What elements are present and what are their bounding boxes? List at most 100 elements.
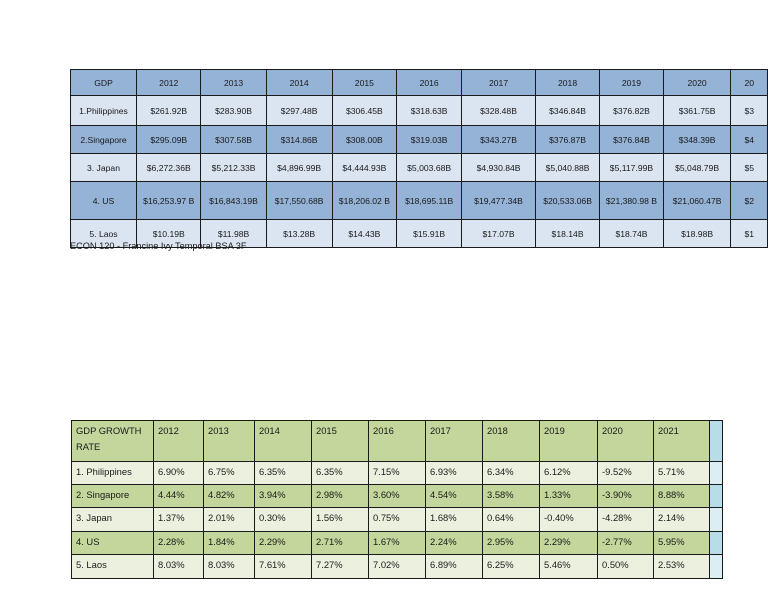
growth-rate-table: GDP GROWTH RATE 2012 2013 2014 2015 2016 2017 2…: [71, 420, 723, 579]
growth-country-cell: 2. Singapore: [71, 484, 154, 508]
growth-value-cell: 8.03%: [203, 554, 255, 579]
growth-value-cell: 5.46%: [539, 554, 598, 579]
growth-value-cell: 2.28%: [153, 531, 204, 555]
growth-header-cell: 2019: [539, 420, 598, 462]
gdp-value-cell: $1: [730, 219, 768, 248]
gdp-value-cell: $15.91B: [396, 219, 463, 248]
growth-value-cell: [709, 461, 723, 485]
growth-value-cell: -0.40%: [539, 507, 598, 532]
growth-value-cell: 0.75%: [368, 507, 426, 532]
growth-value-cell: 6.75%: [203, 461, 255, 485]
growth-value-cell: 6.12%: [539, 461, 598, 485]
growth-value-cell: 4.44%: [153, 484, 204, 508]
growth-header-cell: GDP GROWTH RATE: [71, 420, 154, 462]
growth-header-cell: 2020: [597, 420, 654, 462]
gdp-value-cell: $376.82B: [599, 95, 664, 126]
growth-value-cell: 2.53%: [653, 554, 710, 579]
gdp-value-cell: $18.14B: [534, 219, 601, 248]
gdp-row: 1.Philippines $261.92B $283.90B $297.48B $30…: [70, 95, 768, 126]
gdp-value-cell: $18.98B: [662, 219, 732, 248]
growth-value-cell: 1.37%: [153, 507, 204, 532]
growth-value-cell: 3.58%: [482, 484, 540, 508]
gdp-value-cell: $6,272.36B: [135, 153, 202, 182]
gdp-value-cell: $18.74B: [599, 219, 664, 248]
growth-header-cell: 2018: [482, 420, 540, 462]
growth-value-cell: 5.71%: [653, 461, 710, 485]
gdp-country-cell: 5. Laos: [70, 219, 137, 248]
growth-header-cell: 2014: [254, 420, 312, 462]
gdp-value-cell: $306.45B: [331, 95, 398, 126]
gdp-value-cell: $361.75B: [662, 95, 732, 126]
growth-value-cell: 1.56%: [311, 507, 369, 532]
growth-row: 1. Philippines 6.90% 6.75% 6.35% 6.35% 7.15% 6…: [71, 461, 723, 485]
growth-value-cell: 6.90%: [153, 461, 204, 485]
gdp-header-cell: 2015: [331, 69, 398, 96]
gdp-value-cell: $21,060.47B: [662, 181, 732, 220]
growth-value-cell: [709, 554, 723, 579]
growth-value-cell: 6.89%: [425, 554, 483, 579]
gdp-value-cell: $18,695.11B: [396, 181, 463, 220]
growth-value-cell: 2.95%: [482, 531, 540, 555]
gdp-value-cell: $346.84B: [534, 95, 601, 126]
growth-value-cell: 3.60%: [368, 484, 426, 508]
gdp-country-cell: 4. US: [70, 181, 137, 220]
growth-value-cell: 0.64%: [482, 507, 540, 532]
growth-value-cell: 2.29%: [254, 531, 312, 555]
growth-value-cell: 7.02%: [368, 554, 426, 579]
gdp-value-cell: $376.84B: [599, 125, 664, 154]
gdp-value-cell: $314.86B: [265, 125, 333, 154]
growth-value-cell: 2.29%: [539, 531, 598, 555]
gdp-value-cell: $307.58B: [200, 125, 267, 154]
growth-country-cell: 5. Laos: [71, 554, 154, 579]
gdp-header-cell: 2019: [599, 69, 664, 96]
growth-value-cell: 3.94%: [254, 484, 312, 508]
gdp-header-cell: 2013: [200, 69, 267, 96]
growth-value-cell: 6.93%: [425, 461, 483, 485]
gdp-value-cell: $4,930.84B: [461, 153, 536, 182]
growth-value-cell: 4.82%: [203, 484, 255, 508]
growth-value-cell: 2.24%: [425, 531, 483, 555]
growth-country-cell: 3. Japan: [71, 507, 154, 532]
growth-value-cell: 2.71%: [311, 531, 369, 555]
growth-value-cell: -2.77%: [597, 531, 654, 555]
gdp-value-cell: $2: [730, 181, 768, 220]
growth-value-cell: 8.03%: [153, 554, 204, 579]
growth-value-cell: 1.33%: [539, 484, 598, 508]
growth-value-cell: 6.35%: [311, 461, 369, 485]
growth-header-cell: 2012: [153, 420, 204, 462]
gdp-value-cell: $5,117.99B: [599, 153, 664, 182]
growth-value-cell: [709, 507, 723, 532]
growth-header-cell: 2016: [368, 420, 426, 462]
gdp-row: 4. US $16,253.97 B $16,843.19B $17,550.68B $…: [70, 181, 768, 220]
growth-header-row: GDP GROWTH RATE 2012 2013 2014 2015 2016 2017 2…: [71, 420, 723, 462]
growth-value-cell: 2.14%: [653, 507, 710, 532]
growth-value-cell: 5.95%: [653, 531, 710, 555]
growth-value-cell: 1.84%: [203, 531, 255, 555]
gdp-value-cell: $5,048.79B: [662, 153, 732, 182]
gdp-header-cell: GDP: [70, 69, 137, 96]
gdp-value-cell: $319.03B: [396, 125, 463, 154]
growth-header-cell: 2013: [203, 420, 255, 462]
gdp-header-cell: 2020: [662, 69, 732, 96]
gdp-country-cell: 3. Japan: [70, 153, 137, 182]
gdp-value-cell: $16,253.97 B: [135, 181, 202, 220]
growth-header-cell: 2015: [311, 420, 369, 462]
gdp-header-cell: 2012: [135, 69, 202, 96]
gdp-value-cell: $308.00B: [331, 125, 398, 154]
growth-value-cell: 0.30%: [254, 507, 312, 532]
gdp-value-cell: $20,533.06B: [534, 181, 601, 220]
gdp-value-cell: $4,444.93B: [331, 153, 398, 182]
gdp-row: 3. Japan $6,272.36B $5,212.33B $4,896.99B $4…: [70, 153, 768, 182]
gdp-row: 5. Laos $10.19B $11.98B $13.28B $14.43B $15.9…: [70, 219, 768, 248]
growth-value-cell: 8.88%: [653, 484, 710, 508]
gdp-value-cell: $21,380.98 B: [599, 181, 664, 220]
growth-header-cell: [709, 420, 723, 462]
growth-value-cell: 1.67%: [368, 531, 426, 555]
growth-value-cell: 6.35%: [254, 461, 312, 485]
gdp-table: GDP 2012 2013 2014 2015 2016 2017 2018 2019 2020 2…: [70, 69, 768, 248]
growth-row: 4. US 2.28% 1.84% 2.29% 2.71% 1.67% 2.24% 2.95%…: [71, 531, 723, 555]
growth-country-cell: 4. US: [71, 531, 154, 555]
gdp-country-cell: 2.Singapore: [70, 125, 137, 154]
growth-value-cell: 4.54%: [425, 484, 483, 508]
growth-value-cell: 6.34%: [482, 461, 540, 485]
